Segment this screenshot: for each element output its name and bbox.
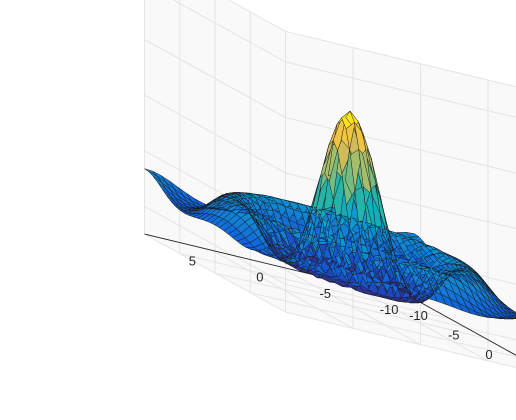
wall-edge [285,30,516,88]
wall-gridline-z [144,205,286,285]
floor-gridline-y [211,249,354,329]
wall-edge [227,0,286,32]
floor-gridline-y [144,233,286,313]
surface-mesh [144,110,516,320]
wall-gridline-z [144,94,286,174]
floor-gridline-y [279,266,421,346]
surface-face [511,315,516,318]
floor-gridline-x [285,311,516,369]
surface-face [511,311,516,316]
wall-gridline-z [285,61,516,118]
x-axis-ticks: -10-50510 [409,308,493,362]
y-tick-label: -5 [319,286,331,301]
wall-gridline-z [285,283,516,341]
wall-gridline-z [172,0,286,63]
x-tick-label: -10 [409,308,428,323]
y-tick-label: -10 [380,302,399,317]
y-tick-label: 0 [256,270,263,285]
x-axis-line [414,298,516,356]
wall-gridline-z [144,39,286,118]
y-axis-ticks: -10 -5 0 5 [189,253,399,317]
floor-gridline-x [250,292,516,358]
x-tick-label: 0 [485,347,492,362]
x-tick-label: -5 [448,328,460,343]
y-tick-label: 5 [189,253,196,268]
wall-gridline-z [285,117,516,174]
